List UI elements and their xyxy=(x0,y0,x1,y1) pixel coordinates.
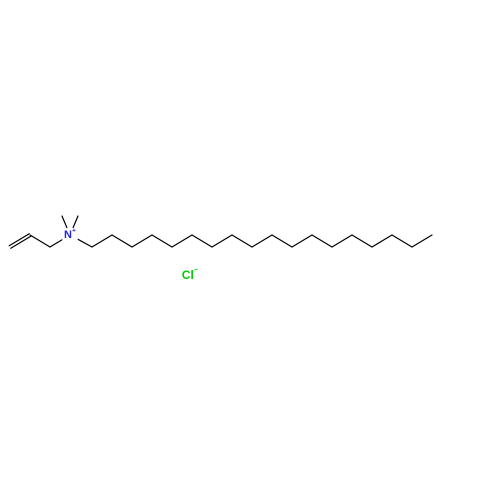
atom-label-Cl: Cl⁻ xyxy=(182,266,198,282)
labels-layer: N⁺Cl⁻ xyxy=(62,227,198,282)
molecule-canvas: N⁺Cl⁻ xyxy=(0,0,500,500)
